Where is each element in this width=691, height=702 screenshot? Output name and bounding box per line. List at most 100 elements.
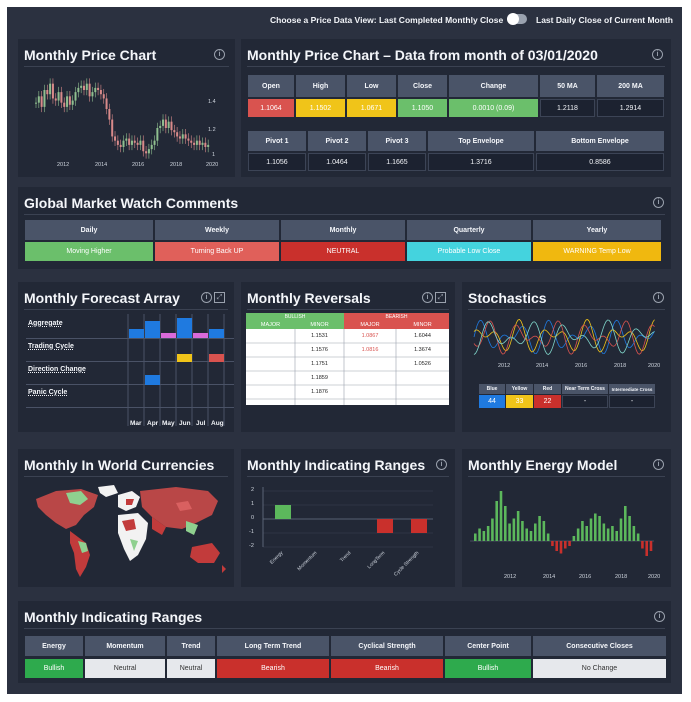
info-icon[interactable]: i: [436, 459, 447, 470]
y-tick: -2: [249, 543, 254, 549]
bullish-minor-value: 1.1531: [311, 333, 328, 339]
panel-title: Monthly In World Currencies: [24, 457, 215, 473]
col-header: Near Term Cross: [562, 384, 608, 394]
energy-bar: [649, 541, 653, 551]
energy-bar: [641, 541, 644, 549]
energy-bar: [482, 531, 486, 541]
stochastic-line: [473, 319, 655, 355]
panel-forecast-array: Monthly Forecast Array i ⤢ Aggregate Tra…: [18, 282, 234, 432]
candle-body: [167, 121, 170, 128]
candle-body: [49, 83, 52, 95]
panel-global-market-watch: Global Market Watch Comments i Daily Wee…: [18, 187, 671, 269]
info-icon[interactable]: i: [654, 611, 665, 622]
panel-title: Monthly Indicating Ranges: [24, 609, 203, 625]
near-term-cross: -: [562, 395, 608, 408]
candle-body: [178, 136, 181, 139]
energy-bar: [585, 526, 588, 541]
forecast-row-trading-cycle: Trading Cycle: [28, 343, 74, 350]
stochastic-line: [473, 320, 655, 355]
energy-bar: [594, 513, 597, 541]
energy-bar-chart: [470, 491, 654, 556]
ma-50: 1.2118: [540, 99, 595, 117]
price-view-bar: Choose a Price Data View: Last Completed…: [7, 7, 682, 33]
panel-indicating-ranges-chart: Monthly Indicating Ranges i 2 1 0 -1 -2 …: [241, 449, 455, 587]
info-icon[interactable]: i: [201, 292, 212, 303]
candle-body: [159, 125, 162, 128]
candle-body: [201, 142, 204, 145]
candle-body: [176, 132, 179, 137]
energy-bar: [495, 501, 498, 541]
indicator-cyclical-strength: Bearish: [331, 659, 443, 678]
energy-bar: [589, 518, 593, 541]
info-icon[interactable]: i: [422, 292, 433, 303]
month-label: Jul: [196, 420, 206, 427]
candle-body: [207, 144, 210, 147]
bullish-minor-value: 1.1751: [311, 361, 328, 367]
row-divider: [26, 338, 234, 339]
info-icon[interactable]: i: [652, 49, 663, 60]
x-tick: 2020: [648, 363, 661, 369]
candle-body: [43, 90, 46, 107]
price-low: 1.0671: [347, 99, 396, 117]
title-underline: [24, 309, 228, 310]
col-header: Weekly: [155, 220, 279, 240]
x-tick: 2012: [504, 574, 517, 580]
x-tick: 2018: [615, 574, 628, 580]
reversals-grid: [246, 329, 449, 405]
candle-body: [74, 92, 77, 101]
title-underline: [247, 66, 665, 67]
candle-body: [133, 140, 136, 143]
candle-body: [145, 151, 148, 154]
col-header: Energy: [25, 636, 83, 656]
candle-body: [173, 130, 176, 133]
price-view-left-label: Choose a Price Data View: Last Completed…: [270, 15, 504, 25]
col-header: Yearly: [533, 220, 661, 240]
col-header: High: [296, 75, 345, 97]
candle-body: [170, 121, 173, 131]
candle-body: [71, 100, 74, 105]
info-icon[interactable]: i: [653, 459, 664, 470]
indicator-consecutive-closes: No Change: [533, 659, 666, 678]
panel-title: Global Market Watch Comments: [24, 195, 239, 211]
category-label: Energy: [269, 550, 285, 566]
stochastic-line: [473, 319, 655, 355]
title-underline: [247, 309, 449, 310]
candle-body: [147, 149, 150, 154]
energy-bar: [564, 541, 567, 549]
month-label: Mar: [130, 420, 142, 427]
energy-bar: [606, 528, 610, 541]
indicator-bar: [275, 505, 291, 519]
info-icon[interactable]: i: [214, 49, 225, 60]
energy-bar: [516, 511, 520, 541]
price-view-toggle[interactable]: [507, 13, 527, 25]
bearish-minor-value: 1.6044: [414, 333, 431, 339]
y-tick: -1: [249, 529, 254, 535]
energy-bar: [624, 506, 627, 541]
bullish-minor-header: MINOR: [295, 321, 344, 329]
candle-body: [85, 83, 88, 90]
candle-body: [195, 140, 198, 145]
energy-bar: [628, 516, 631, 541]
col-header: Intermediate Cross: [609, 384, 655, 394]
bearish-header: BEARISH: [344, 313, 449, 321]
bottom-envelope: 0.8586: [536, 153, 664, 171]
bearish-minor-value: 1.0526: [414, 361, 431, 367]
energy-bar: [572, 536, 576, 541]
indicating-bar-chart: Energy Momentum Trend LongTerm Cycle Strengt…: [262, 487, 433, 578]
expand-icon[interactable]: ⤢: [214, 292, 225, 303]
expand-icon[interactable]: ⤢: [435, 292, 446, 303]
col-header: 50 MA: [540, 75, 595, 97]
candle-body: [122, 140, 125, 147]
candle-body: [88, 83, 91, 97]
col-header: Change: [449, 75, 538, 97]
panel-title: Monthly Indicating Ranges: [247, 457, 426, 473]
indicator-bar: [377, 519, 393, 533]
info-icon[interactable]: i: [653, 197, 664, 208]
month-label: Apr: [147, 420, 159, 427]
energy-bar: [568, 541, 571, 546]
panel-title: Monthly Energy Model: [468, 457, 618, 473]
info-icon[interactable]: i: [653, 292, 664, 303]
energy-bar: [474, 533, 477, 541]
world-map: [36, 485, 226, 577]
candle-body: [77, 87, 80, 93]
